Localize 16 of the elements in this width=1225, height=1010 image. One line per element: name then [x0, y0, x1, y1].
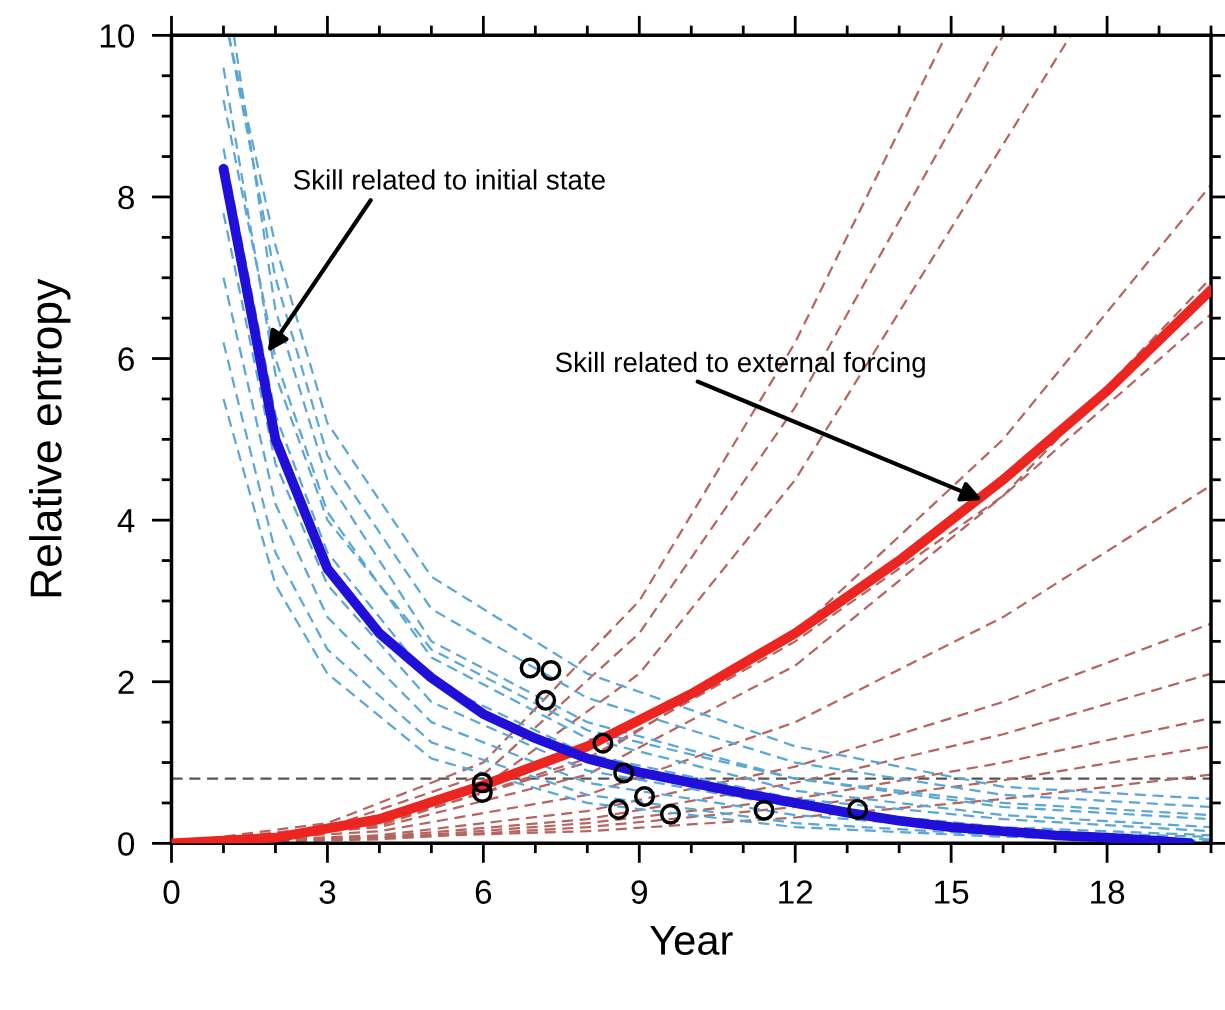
y-axis-title: Relative entropy: [29, 278, 71, 597]
x-axis-title: Year: [650, 925, 733, 956]
y-tick-label: 4: [117, 509, 135, 533]
x-tick-label: 3: [319, 880, 336, 904]
x-tick-label: 15: [935, 880, 969, 904]
y-tick-label: 2: [118, 670, 134, 694]
y-tick-label: 8: [118, 185, 134, 210]
x-tick-label: 18: [1091, 880, 1125, 904]
x-tick-label: 12: [779, 880, 813, 904]
y-tick-label: 0: [118, 832, 135, 856]
y-tick-label: 6: [118, 347, 134, 371]
x-tick-label: 0: [163, 880, 180, 904]
y-tick-label: 10: [100, 24, 135, 48]
x-tick-label: 9: [631, 880, 647, 904]
annotation: Skill related to initial state: [293, 169, 605, 190]
x-tick-label: 6: [475, 880, 492, 904]
